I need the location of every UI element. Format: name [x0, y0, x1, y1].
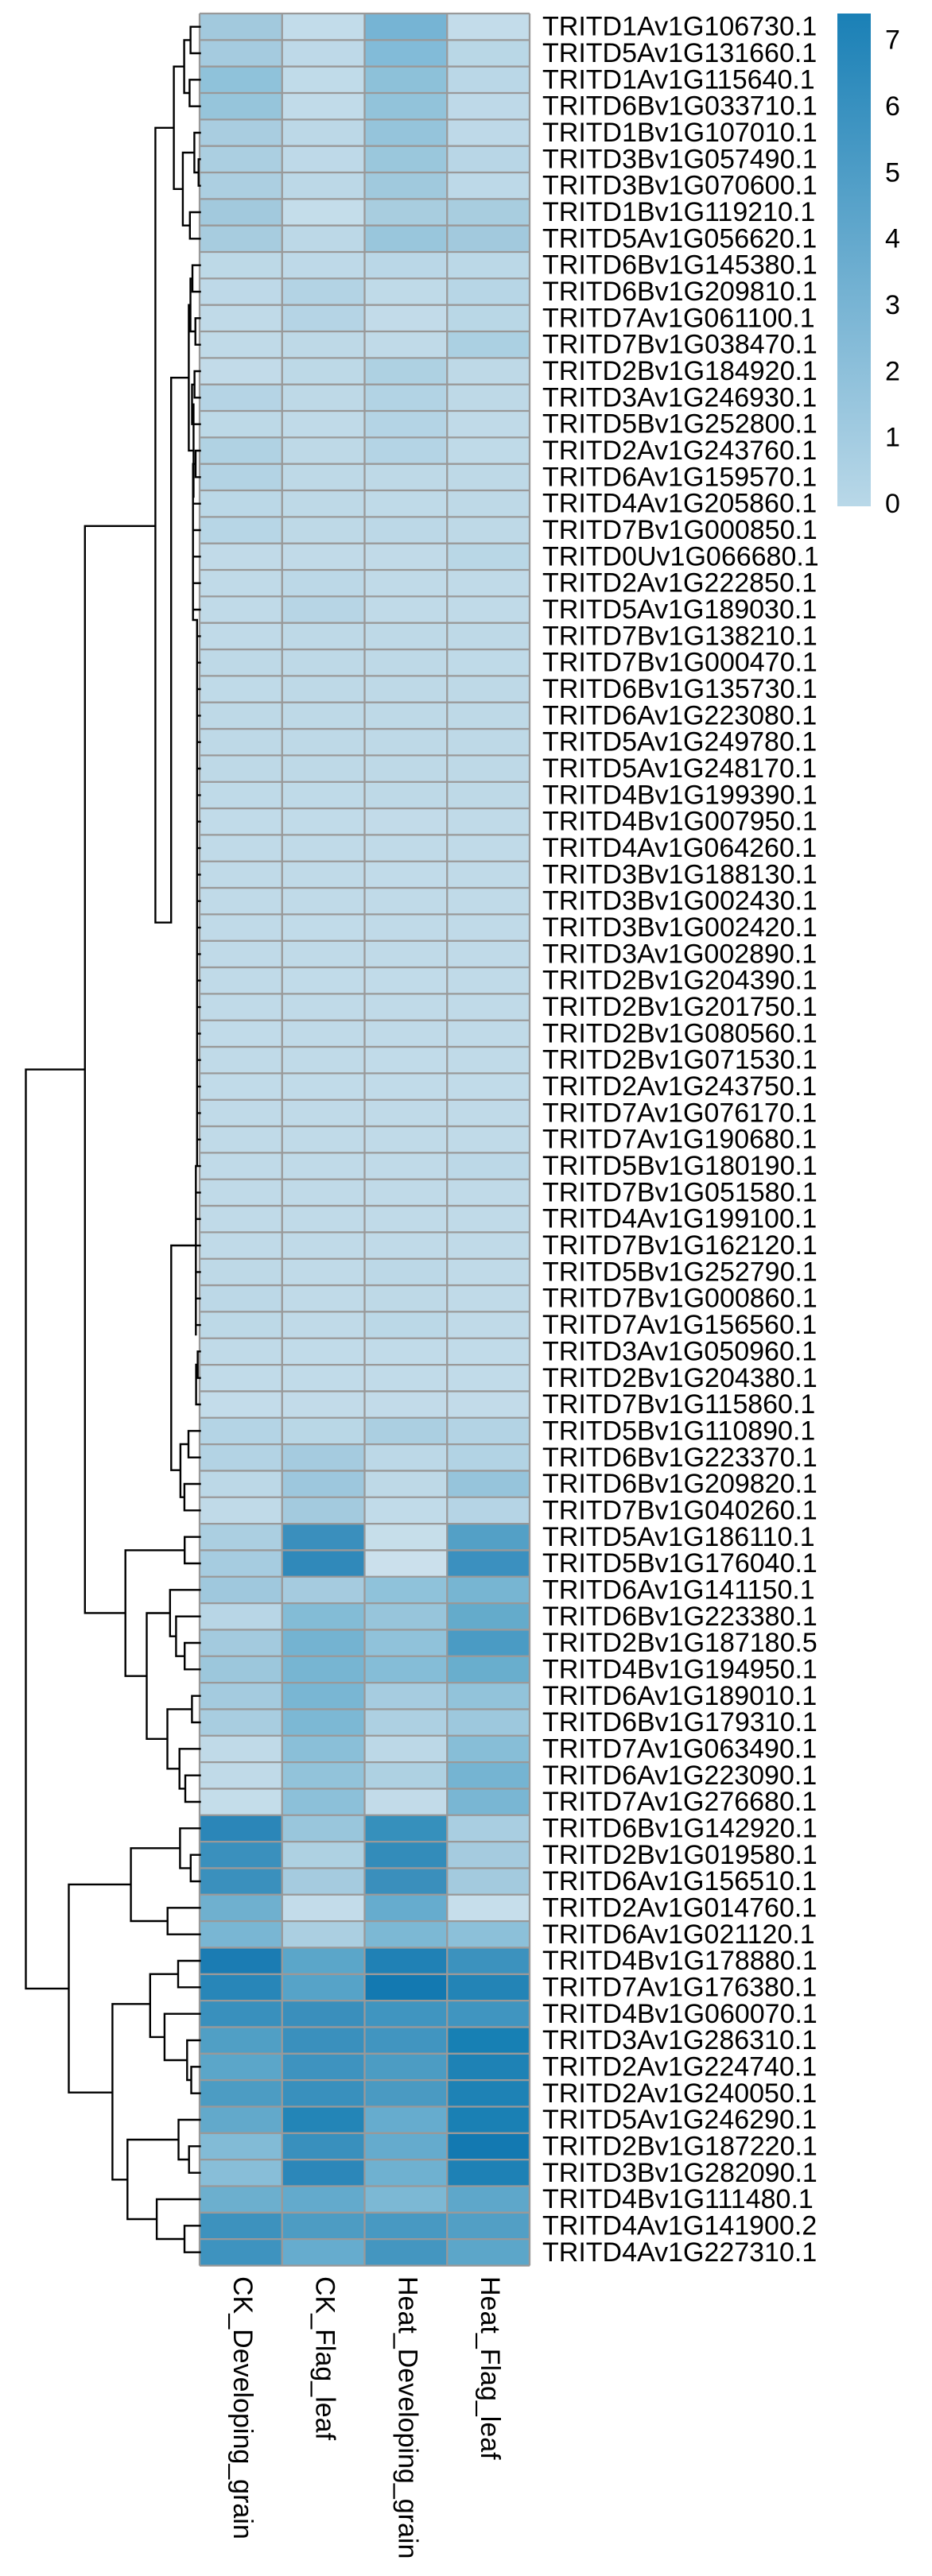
svg-text:TRITD4Av1G064260.1: TRITD4Av1G064260.1	[542, 833, 817, 863]
svg-text:TRITD2Av1G240050.1: TRITD2Av1G240050.1	[542, 2078, 817, 2109]
svg-text:TRITD6Av1G223080.1: TRITD6Av1G223080.1	[542, 700, 817, 730]
svg-text:TRITD5Av1G189030.1: TRITD5Av1G189030.1	[542, 595, 817, 625]
svg-text:TRITD7Av1G276680.1: TRITD7Av1G276680.1	[542, 1787, 817, 1817]
svg-text:TRITD3Bv1G057490.1: TRITD3Bv1G057490.1	[542, 144, 817, 174]
svg-text:TRITD4Av1G205860.1: TRITD4Av1G205860.1	[542, 489, 817, 519]
svg-text:TRITD4Bv1G178880.1: TRITD4Bv1G178880.1	[542, 1946, 817, 1976]
svg-text:TRITD3Bv1G002430.1: TRITD3Bv1G002430.1	[542, 886, 817, 916]
svg-text:TRITD5Bv1G252800.1: TRITD5Bv1G252800.1	[542, 409, 817, 440]
svg-text:TRITD3Bv1G282090.1: TRITD3Bv1G282090.1	[542, 2158, 817, 2188]
svg-text:0: 0	[885, 489, 900, 519]
svg-text:TRITD4Bv1G007950.1: TRITD4Bv1G007950.1	[542, 807, 817, 837]
svg-text:TRITD7Bv1G138210.1: TRITD7Bv1G138210.1	[542, 621, 817, 651]
svg-text:TRITD1Av1G115640.1: TRITD1Av1G115640.1	[542, 64, 815, 95]
svg-text:TRITD7Bv1G000860.1: TRITD7Bv1G000860.1	[542, 1284, 817, 1314]
svg-text:TRITD7Bv1G051580.1: TRITD7Bv1G051580.1	[542, 1177, 817, 1207]
svg-text:TRITD5Bv1G180190.1: TRITD5Bv1G180190.1	[542, 1151, 817, 1181]
svg-text:TRITD2Bv1G019580.1: TRITD2Bv1G019580.1	[542, 1840, 817, 1870]
svg-text:TRITD2Av1G243750.1: TRITD2Av1G243750.1	[542, 1071, 817, 1102]
svg-text:TRITD3Av1G246930.1: TRITD3Av1G246930.1	[542, 382, 817, 413]
svg-text:Heat_Flag_leaf: Heat_Flag_leaf	[475, 2276, 505, 2460]
svg-text:CK_Developing_grain: CK_Developing_grain	[227, 2276, 258, 2539]
svg-text:TRITD7Av1G076170.1: TRITD7Av1G076170.1	[542, 1098, 817, 1128]
svg-text:TRITD6Bv1G223380.1: TRITD6Bv1G223380.1	[542, 1602, 817, 1632]
svg-text:TRITD6Bv1G145380.1: TRITD6Bv1G145380.1	[542, 250, 817, 281]
svg-text:TRITD2Av1G222850.1: TRITD2Av1G222850.1	[542, 568, 817, 598]
svg-text:TRITD2Bv1G204390.1: TRITD2Bv1G204390.1	[542, 966, 817, 996]
svg-text:TRITD7Av1G156560.1: TRITD7Av1G156560.1	[542, 1310, 817, 1340]
svg-text:TRITD2Bv1G204380.1: TRITD2Bv1G204380.1	[542, 1363, 817, 1393]
svg-text:2: 2	[885, 356, 900, 386]
svg-text:TRITD6Bv1G033710.1: TRITD6Bv1G033710.1	[542, 91, 817, 122]
svg-text:TRITD5Av1G131660.1: TRITD5Av1G131660.1	[542, 38, 817, 68]
svg-text:TRITD3Av1G286310.1: TRITD3Av1G286310.1	[542, 2025, 817, 2055]
svg-text:TRITD4Bv1G111480.1: TRITD4Bv1G111480.1	[542, 2184, 814, 2214]
svg-text:TRITD6Bv1G223370.1: TRITD6Bv1G223370.1	[542, 1443, 817, 1473]
svg-text:TRITD3Bv1G188130.1: TRITD3Bv1G188130.1	[542, 859, 817, 889]
svg-text:TRITD7Av1G063490.1: TRITD7Av1G063490.1	[542, 1733, 817, 1764]
svg-text:TRITD6Av1G021120.1: TRITD6Av1G021120.1	[542, 1919, 815, 1950]
svg-text:7: 7	[885, 25, 900, 56]
svg-text:TRITD5Av1G246290.1: TRITD5Av1G246290.1	[542, 2105, 817, 2135]
svg-text:TRITD6Bv1G135730.1: TRITD6Bv1G135730.1	[542, 674, 817, 704]
svg-text:TRITD7Bv1G038470.1: TRITD7Bv1G038470.1	[542, 330, 817, 360]
svg-text:TRITD7Bv1G162120.1: TRITD7Bv1G162120.1	[542, 1230, 817, 1261]
svg-text:TRITD4Bv1G199390.1: TRITD4Bv1G199390.1	[542, 780, 817, 810]
svg-text:TRITD2Bv1G187220.1: TRITD2Bv1G187220.1	[542, 2132, 817, 2162]
svg-text:TRITD6Av1G156510.1: TRITD6Av1G156510.1	[542, 1866, 817, 1896]
svg-text:CK_Flag_leaf: CK_Flag_leaf	[310, 2276, 340, 2441]
svg-text:TRITD3Bv1G070600.1: TRITD3Bv1G070600.1	[542, 171, 817, 201]
svg-text:TRITD6Bv1G142920.1: TRITD6Bv1G142920.1	[542, 1813, 817, 1843]
svg-text:TRITD7Av1G190680.1: TRITD7Av1G190680.1	[542, 1125, 817, 1155]
svg-text:TRITD4Av1G141900.2: TRITD4Av1G141900.2	[542, 2211, 817, 2241]
svg-text:TRITD7Bv1G115860.1: TRITD7Bv1G115860.1	[542, 1389, 815, 1420]
svg-text:5: 5	[885, 157, 900, 188]
svg-text:TRITD2Av1G014760.1: TRITD2Av1G014760.1	[542, 1893, 817, 1923]
svg-text:TRITD7Bv1G000850.1: TRITD7Bv1G000850.1	[542, 515, 817, 545]
svg-text:TRITD7Av1G061100.1: TRITD7Av1G061100.1	[542, 303, 815, 333]
svg-text:TRITD1Av1G106730.1: TRITD1Av1G106730.1	[542, 12, 817, 42]
svg-text:TRITD1Bv1G107010.1: TRITD1Bv1G107010.1	[542, 118, 817, 148]
svg-text:TRITD5Av1G186110.1: TRITD5Av1G186110.1	[542, 1522, 815, 1552]
svg-text:TRITD5Bv1G110890.1: TRITD5Bv1G110890.1	[542, 1416, 815, 1446]
svg-text:TRITD2Bv1G071530.1: TRITD2Bv1G071530.1	[542, 1045, 817, 1075]
svg-text:TRITD6Av1G189010.1: TRITD6Av1G189010.1	[542, 1681, 817, 1711]
svg-text:TRITD4Bv1G194950.1: TRITD4Bv1G194950.1	[542, 1654, 817, 1684]
svg-text:TRITD2Av1G243760.1: TRITD2Av1G243760.1	[542, 436, 817, 466]
svg-text:TRITD6Av1G159570.1: TRITD6Av1G159570.1	[542, 462, 817, 492]
svg-text:TRITD6Bv1G209810.1: TRITD6Bv1G209810.1	[542, 277, 817, 307]
svg-text:TRITD4Av1G227310.1: TRITD4Av1G227310.1	[542, 2237, 817, 2268]
svg-text:TRITD6Av1G223090.1: TRITD6Av1G223090.1	[542, 1761, 817, 1791]
svg-text:TRITD5Bv1G252790.1: TRITD5Bv1G252790.1	[542, 1257, 817, 1287]
svg-text:TRITD7Bv1G040260.1: TRITD7Bv1G040260.1	[542, 1495, 817, 1525]
svg-text:TRITD5Av1G056620.1: TRITD5Av1G056620.1	[542, 223, 817, 254]
svg-text:TRITD2Bv1G080560.1: TRITD2Bv1G080560.1	[542, 1018, 817, 1048]
svg-text:1: 1	[885, 423, 900, 453]
svg-text:TRITD4Bv1G060070.1: TRITD4Bv1G060070.1	[542, 1999, 817, 2029]
svg-text:TRITD2Av1G224740.1: TRITD2Av1G224740.1	[542, 2052, 817, 2082]
svg-text:TRITD2Bv1G187180.5: TRITD2Bv1G187180.5	[542, 1628, 817, 1658]
svg-text:TRITD1Bv1G119210.1: TRITD1Bv1G119210.1	[542, 197, 815, 227]
svg-text:TRITD6Bv1G179310.1: TRITD6Bv1G179310.1	[542, 1707, 817, 1737]
svg-text:4: 4	[885, 224, 900, 254]
svg-text:TRITD4Av1G199100.1: TRITD4Av1G199100.1	[542, 1204, 817, 1234]
svg-text:6: 6	[885, 91, 900, 122]
svg-text:TRITD3Bv1G002420.1: TRITD3Bv1G002420.1	[542, 912, 817, 943]
svg-text:TRITD5Av1G248170.1: TRITD5Av1G248170.1	[542, 753, 817, 784]
svg-text:TRITD2Bv1G184920.1: TRITD2Bv1G184920.1	[542, 356, 817, 386]
svg-text:TRITD3Av1G050960.1: TRITD3Av1G050960.1	[542, 1336, 817, 1366]
svg-text:TRITD5Av1G249780.1: TRITD5Av1G249780.1	[542, 727, 817, 757]
svg-text:TRITD2Bv1G201750.1: TRITD2Bv1G201750.1	[542, 992, 817, 1022]
svg-text:3: 3	[885, 290, 900, 320]
svg-text:TRITD5Bv1G176040.1: TRITD5Bv1G176040.1	[542, 1548, 817, 1579]
svg-text:TRITD6Av1G141150.1: TRITD6Av1G141150.1	[542, 1575, 815, 1605]
svg-text:TRITD7Bv1G000470.1: TRITD7Bv1G000470.1	[542, 648, 817, 678]
svg-text:TRITD3Av1G002890.1: TRITD3Av1G002890.1	[542, 939, 817, 969]
svg-text:TRITD0Uv1G066680.1: TRITD0Uv1G066680.1	[542, 541, 819, 571]
svg-text:TRITD6Bv1G209820.1: TRITD6Bv1G209820.1	[542, 1469, 817, 1499]
svg-text:TRITD7Av1G176380.1: TRITD7Av1G176380.1	[542, 1973, 817, 2003]
svg-text:Heat_Developing_grain: Heat_Developing_grain	[392, 2276, 422, 2559]
